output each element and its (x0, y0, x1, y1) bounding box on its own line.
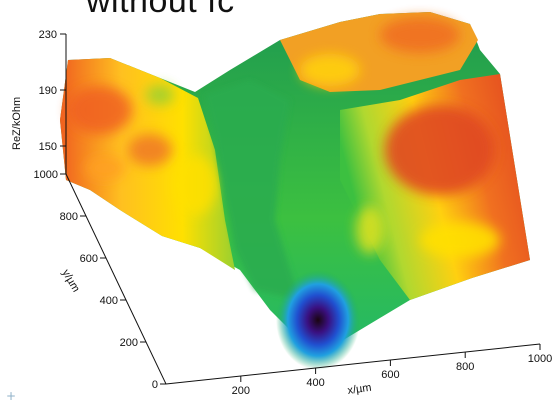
y-tick-label: 1000 (34, 169, 58, 181)
left-hot-spot (128, 134, 172, 166)
upper-yellow-patch (300, 54, 360, 86)
chart-title: without fc (86, 0, 235, 20)
z-tick-label: 150 (39, 141, 57, 153)
z-tick-label: 190 (39, 85, 57, 97)
z-ticks: 150 190 230 (39, 29, 66, 153)
surface-valley (205, 80, 300, 300)
axes (65, 34, 541, 385)
surface (60, 12, 530, 370)
z-axis-label: ReZ/kOhm (11, 97, 23, 150)
right-yellow-patch (356, 206, 384, 254)
upper-orange-patch (380, 17, 460, 53)
y-tick-label: 800 (60, 211, 78, 223)
x-tick-label: 200 (232, 385, 250, 397)
y-tick-label: 0 (152, 379, 158, 391)
y-axis-line (65, 173, 167, 385)
right-yellow-patch (420, 222, 500, 258)
plus-icon: + (6, 389, 17, 403)
left-hot-spot (68, 86, 132, 134)
right-hot-spot (385, 105, 495, 195)
surface-minimum (276, 270, 360, 370)
left-green-patch (146, 85, 174, 105)
x-tick-label: 800 (456, 361, 474, 373)
x-axis-label: x/µm (347, 382, 372, 397)
y-tick-label: 400 (100, 295, 118, 307)
y-tick-label: 200 (120, 337, 138, 349)
y-ticks: 0 200 400 600 800 1000 (34, 169, 166, 391)
x-tick-label: 600 (381, 369, 399, 381)
left-hot-spot (85, 156, 125, 180)
x-tick-label: 400 (306, 377, 324, 389)
x-tick-label: 1000 (528, 353, 552, 365)
y-axis-label: y/µm (59, 268, 81, 295)
left-yellow-patch (173, 155, 217, 215)
y-tick-label: 600 (80, 253, 98, 265)
z-tick-label: 230 (39, 29, 57, 41)
x-ticks: 200 400 600 800 1000 (232, 344, 552, 397)
x-axis-line (165, 343, 541, 385)
